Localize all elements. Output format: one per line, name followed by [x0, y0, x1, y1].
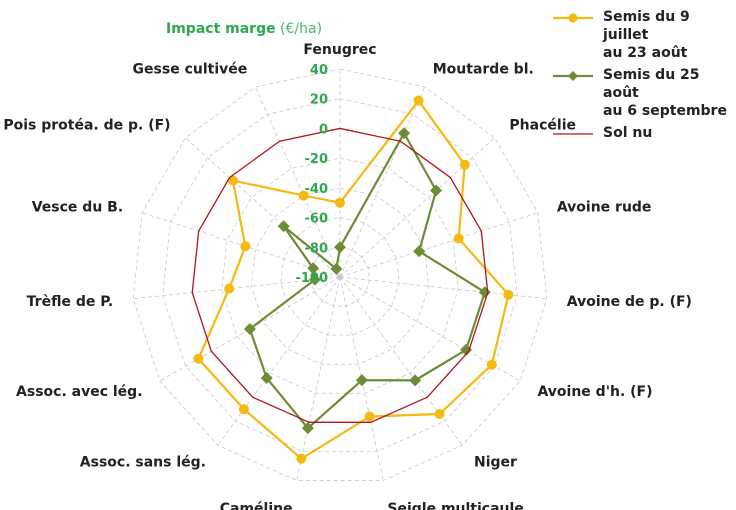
tick-label: -80 — [305, 241, 329, 256]
category-label: Avoine de p. (F) — [567, 294, 692, 310]
category-label: Avoine rude — [557, 200, 652, 216]
data-point — [503, 289, 514, 300]
data-point — [224, 283, 235, 294]
data-point — [434, 409, 445, 420]
data-point — [486, 359, 497, 370]
legend-item: Sol nu — [553, 124, 736, 142]
tick-label: -60 — [305, 212, 329, 227]
data-point — [243, 323, 256, 335]
data-point — [409, 374, 422, 387]
grid-spoke — [296, 276, 341, 481]
grid-ring — [132, 68, 548, 481]
data-point — [238, 404, 249, 415]
tick-label: 40 — [310, 63, 328, 78]
category-label: Avoine d'h. (F) — [537, 384, 652, 400]
series-line-1 — [248, 132, 486, 430]
grid-spoke — [217, 276, 341, 446]
data-point — [260, 371, 273, 384]
series-line-0 — [197, 99, 510, 460]
grid-ring — [280, 217, 400, 336]
data-point — [355, 374, 368, 387]
legend-swatch — [553, 71, 593, 81]
data-point — [298, 190, 309, 201]
data-point — [277, 220, 290, 233]
grid-spoke — [339, 86, 425, 278]
category-label: Vesce du B. — [32, 200, 123, 216]
tick-label: -100 — [295, 271, 328, 286]
tick-label: 20 — [310, 93, 328, 108]
chart-title: Impact marge (€/ha) — [166, 21, 322, 37]
data-point — [364, 411, 375, 422]
data-point — [301, 422, 314, 435]
legend-item: Semis du 9 juillet au 23 août — [553, 8, 736, 62]
title-unit: (€/ha) — [280, 21, 323, 37]
data-point — [478, 286, 491, 299]
data-point — [240, 241, 251, 252]
data-point — [460, 343, 473, 356]
data-point — [308, 273, 321, 286]
tick-label: 0 — [319, 122, 328, 137]
tick-label: -20 — [305, 152, 329, 167]
data-point — [459, 159, 470, 170]
legend-item: Semis du 25 août au 6 septembre — [553, 66, 736, 120]
category-label: Pois protéa. de p. (F) — [3, 117, 170, 133]
category-label: Gesse cultivée — [133, 62, 248, 78]
grid-ring — [250, 187, 430, 365]
data-point — [307, 262, 320, 275]
data-point — [430, 184, 443, 197]
series-line-2 — [191, 127, 489, 423]
grid-ring — [162, 98, 518, 452]
title-text: Impact marge — [166, 21, 276, 37]
data-point — [296, 453, 307, 464]
data-point — [330, 262, 343, 275]
category-label: Phacélie — [509, 117, 576, 133]
data-point — [398, 127, 411, 140]
category-label: Assoc. sans lég. — [80, 454, 206, 470]
category-label: Assoc. avec lég. — [16, 384, 143, 400]
data-point — [335, 197, 345, 208]
legend: Semis du 9 juillet au 23 août Semis du 25 … — [553, 8, 736, 146]
category-label: Caméline — [220, 501, 293, 510]
category-label: Fenugrec — [303, 42, 376, 58]
legend-swatch — [553, 133, 593, 135]
data-point — [453, 233, 464, 244]
category-label: Niger — [474, 454, 517, 470]
category-label: Moutarde bl. — [433, 62, 534, 78]
data-point — [413, 245, 426, 258]
data-point — [334, 241, 346, 254]
tick-label: -40 — [305, 182, 329, 197]
legend-label: Sol nu — [603, 125, 653, 141]
legend-label: Semis du 9 juillet au 23 août — [603, 9, 690, 61]
data-point — [193, 353, 204, 364]
data-point — [227, 175, 238, 186]
grid-spoke — [339, 276, 463, 446]
legend-swatch — [553, 13, 593, 23]
legend-label: Semis du 25 août au 6 septembre — [603, 67, 727, 119]
grid-ring — [310, 246, 370, 307]
grid-spoke — [339, 212, 538, 278]
category-label: Seigle multicaule — [387, 501, 523, 510]
data-point — [413, 95, 424, 106]
category-label: Trèfle de P. — [27, 294, 114, 310]
